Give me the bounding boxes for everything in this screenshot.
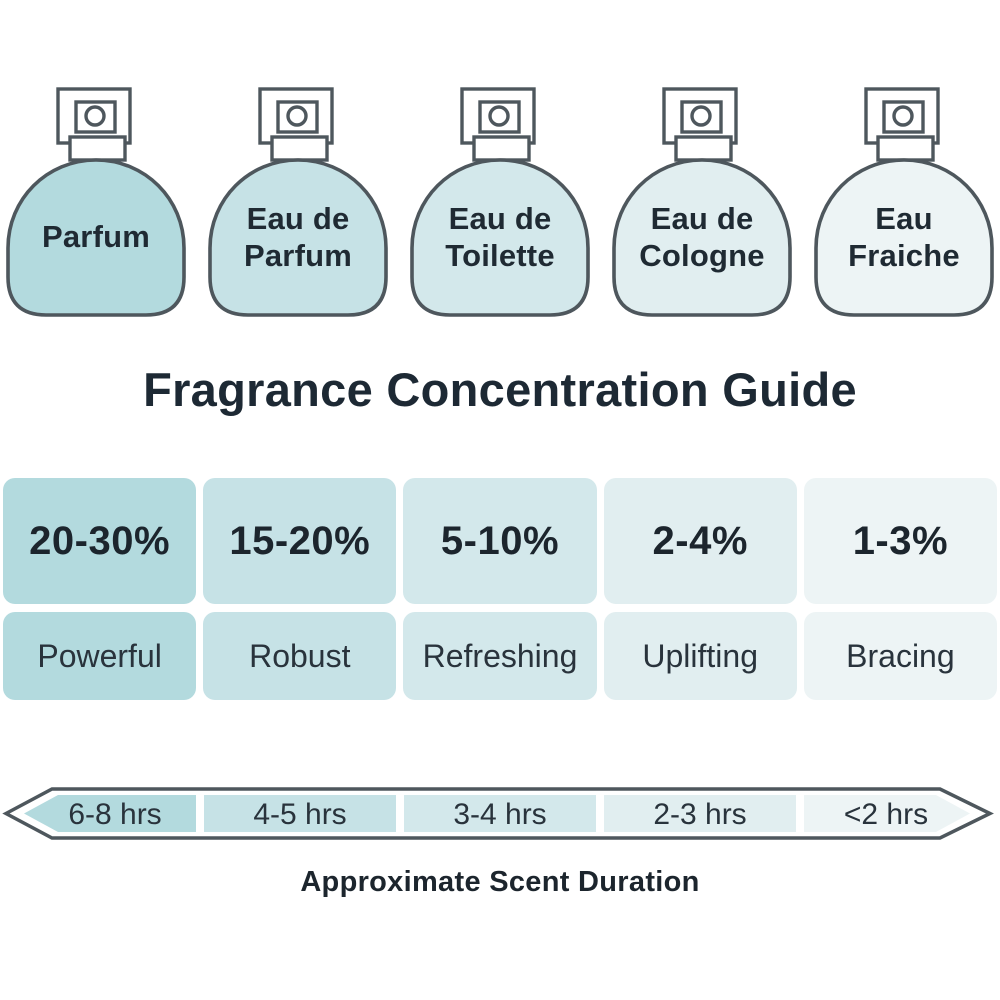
descriptor-cell: Robust [203, 612, 397, 700]
concentration-cell: 5-10% [403, 478, 597, 604]
bottle-eau-de-cologne: Eau de Cologne [607, 85, 797, 319]
bottle-eau-de-toilette: Eau de Toilette [405, 85, 595, 319]
descriptor-cell: Refreshing [403, 612, 597, 700]
duration-label: 6-8 hrs [68, 798, 161, 831]
duration-arrow: 6-8 hrs 4-5 hrs 3-4 hrs 2-3 hrs <2 hrs [2, 787, 994, 840]
perfume-bottle-icon [612, 87, 792, 317]
descriptor-cell: Uplifting [603, 612, 797, 700]
bottle-eau-fraiche: Eau Fraiche [809, 85, 999, 319]
bottle-label: Eau Fraiche [848, 200, 960, 273]
bottle-label: Eau de Cologne [639, 200, 765, 273]
duration-segment [204, 795, 396, 832]
duration-segment [804, 795, 970, 832]
duration-label: <2 hrs [844, 798, 928, 831]
concentration-cell: 2-4% [603, 478, 797, 604]
duration-label: 3-4 hrs [453, 798, 546, 831]
bottle-label: Eau de Toilette [445, 200, 555, 273]
bottle-label: Parfum [41, 219, 150, 255]
descriptor-cell: Bracing [803, 612, 997, 700]
descriptor-cell: Powerful [3, 612, 197, 700]
perfume-bottle-icon [6, 87, 186, 317]
concentration-cell: 20-30% [3, 478, 197, 604]
perfume-bottle-icon [814, 87, 994, 317]
concentration-table: 20-30% 15-20% 5-10% 2-4% 1-3% Powerful R… [3, 478, 997, 700]
concentration-cell: 15-20% [203, 478, 397, 604]
duration-segment [404, 795, 596, 832]
scent-duration-caption: Approximate Scent Duration [300, 866, 700, 898]
duration-segment [24, 795, 196, 832]
perfume-bottle-icon [208, 87, 388, 317]
page-title: Fragrance Concentration Guide [143, 363, 857, 416]
duration-label: 2-3 hrs [653, 798, 746, 831]
bottle-label: Eau de Parfum [243, 200, 352, 273]
bottle-eau-de-parfum: Eau de Parfum [203, 85, 393, 319]
duration-segment [604, 795, 796, 832]
bottle-parfum: Parfum [1, 85, 191, 319]
concentration-cell: 1-3% [803, 478, 997, 604]
duration-label: 4-5 hrs [253, 798, 346, 831]
perfume-bottle-icon [410, 87, 590, 317]
bottle-row: Parfum Eau de Parfum [0, 85, 1000, 319]
